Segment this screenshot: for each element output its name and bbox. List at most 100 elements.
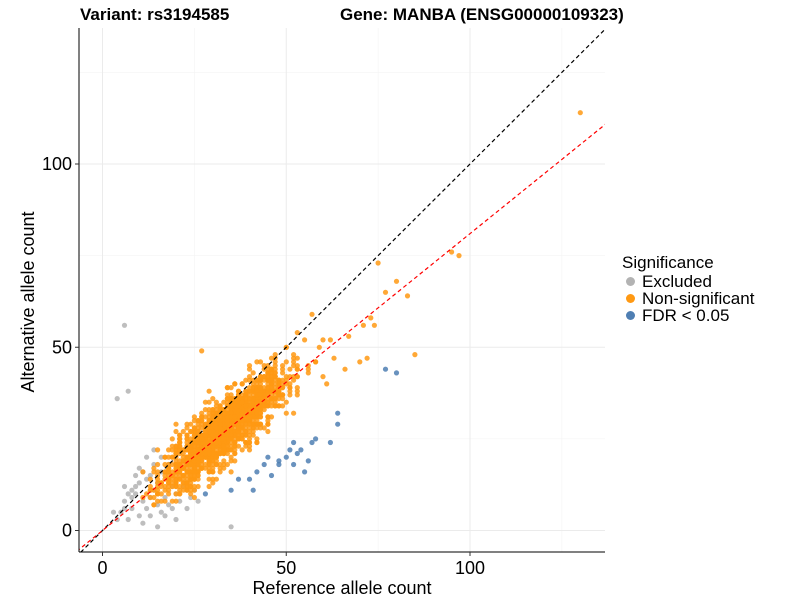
point-non-significant [155, 476, 161, 482]
point-non-significant [173, 480, 179, 486]
legend-key-fdr [626, 311, 635, 320]
point-non-significant [250, 370, 256, 376]
point-excluded [144, 454, 150, 460]
point-non-significant [166, 491, 172, 497]
point-excluded [177, 498, 183, 504]
point-non-significant [224, 425, 230, 431]
point-non-significant [309, 311, 315, 317]
point-non-significant [294, 388, 300, 394]
point-non-significant [265, 396, 271, 402]
point-non-significant [250, 381, 256, 387]
point-non-significant [213, 439, 219, 446]
point-non-significant [199, 461, 205, 468]
point-excluded [188, 494, 194, 501]
point-non-significant [280, 381, 286, 387]
x-tick-label: 0 [97, 558, 107, 578]
point-non-significant [280, 403, 286, 409]
point-non-significant [250, 421, 256, 427]
point-non-significant [239, 403, 245, 409]
point-excluded [147, 472, 153, 479]
point-non-significant [265, 388, 271, 394]
point-non-significant [199, 454, 205, 460]
point-excluded [121, 322, 128, 328]
point-non-significant [195, 458, 201, 464]
point-non-significant [202, 414, 208, 420]
point-non-significant [246, 403, 253, 409]
point-non-significant [199, 450, 205, 457]
point-excluded [114, 396, 120, 402]
point-non-significant [217, 450, 223, 457]
point-non-significant [320, 337, 326, 343]
point-non-significant [195, 447, 201, 453]
point-non-significant [206, 436, 212, 442]
point-non-significant [404, 293, 411, 299]
point-non-significant [360, 322, 366, 328]
point-fdr [202, 491, 208, 497]
point-non-significant [188, 450, 194, 457]
point-non-significant [195, 483, 201, 490]
point-non-significant [276, 396, 282, 402]
point-non-significant [291, 359, 297, 365]
point-fdr [283, 454, 289, 460]
point-non-significant [202, 421, 208, 427]
point-non-significant [151, 502, 157, 508]
point-non-significant [188, 491, 194, 497]
gene-title: Gene: MANBA (ENSG00000109323) [340, 5, 624, 24]
point-non-significant [254, 425, 260, 431]
point-non-significant [213, 450, 219, 457]
point-non-significant [213, 428, 219, 435]
point-non-significant [221, 447, 227, 453]
point-non-significant [265, 385, 271, 391]
point-non-significant [232, 399, 238, 405]
point-non-significant [272, 399, 278, 405]
point-non-significant [257, 385, 264, 391]
point-excluded [147, 513, 153, 519]
point-non-significant [206, 461, 212, 468]
point-non-significant [188, 443, 194, 449]
point-non-significant [213, 403, 219, 409]
point-non-significant [272, 363, 278, 369]
point-non-significant [257, 414, 264, 420]
point-non-significant [228, 454, 234, 460]
point-non-significant [191, 439, 197, 446]
point-fdr [393, 370, 400, 376]
point-non-significant [199, 414, 205, 420]
point-non-significant [305, 363, 311, 369]
point-non-significant [169, 480, 175, 486]
point-non-significant [199, 432, 205, 438]
point-non-significant [577, 110, 583, 116]
point-non-significant [246, 439, 253, 446]
point-non-significant [213, 454, 219, 460]
point-non-significant [294, 385, 300, 391]
point-non-significant [169, 447, 175, 453]
point-non-significant [280, 377, 286, 383]
point-non-significant [195, 436, 201, 442]
point-fdr [291, 461, 297, 468]
point-non-significant [217, 418, 223, 424]
point-non-significant [232, 436, 238, 442]
point-non-significant [228, 439, 234, 446]
point-non-significant [199, 439, 205, 446]
point-non-significant [246, 385, 253, 391]
point-non-significant [449, 249, 455, 255]
point-non-significant [191, 469, 197, 475]
point-non-significant [217, 439, 223, 446]
point-non-significant [268, 385, 275, 391]
point-non-significant [302, 337, 308, 343]
point-non-significant [158, 491, 164, 497]
point-non-significant [261, 377, 267, 383]
point-non-significant [173, 483, 179, 490]
point-non-significant [213, 410, 219, 416]
point-non-significant [224, 392, 230, 398]
point-excluded [144, 505, 150, 512]
point-non-significant [261, 374, 267, 380]
point-non-significant [210, 447, 216, 453]
point-non-significant [184, 458, 190, 464]
point-non-significant [213, 461, 219, 468]
point-fdr [228, 487, 234, 493]
point-non-significant [250, 407, 256, 413]
point-non-significant [224, 432, 230, 438]
point-non-significant [155, 469, 161, 475]
point-non-significant [210, 454, 216, 460]
point-non-significant [191, 414, 197, 420]
